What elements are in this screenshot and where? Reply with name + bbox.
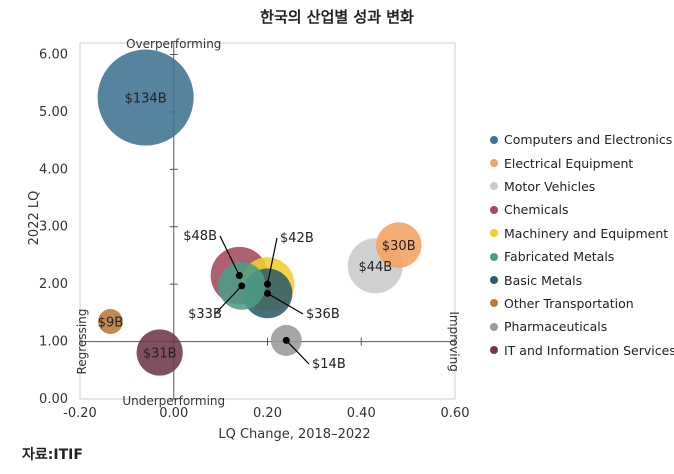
- x-axis-label: LQ Change, 2018–2022: [218, 427, 370, 442]
- bubble-electrical-equipment: [376, 222, 422, 268]
- quadrant-label-left: Regressing: [75, 309, 89, 375]
- legend-label: Computers and Electronics: [504, 132, 673, 148]
- source-note: 자료:ITIF: [22, 447, 83, 463]
- data-label-fabricated-metals: $33B: [188, 307, 222, 322]
- y-tick-label: 2.00: [39, 277, 68, 292]
- x-tick-label: 0.00: [159, 406, 188, 421]
- legend-item: Fabricated Metals: [490, 245, 674, 268]
- x-tick-label: 0.60: [441, 406, 470, 421]
- legend-swatch: [490, 205, 498, 214]
- bubble-computers-and-electronics: [97, 49, 194, 146]
- legend-item: Machinery and Equipment: [490, 222, 674, 245]
- bubble-labels: $134B $30B $44B $48B $42B $33B $36B $9B $14B $31B: [98, 92, 416, 372]
- legend-swatch: [490, 229, 498, 238]
- y-tick-label: 3.00: [39, 220, 68, 235]
- bubble-other-transportation: [98, 309, 123, 334]
- leader-line-machinery-and-equipment: [266, 237, 278, 285]
- legend-swatch: [490, 135, 498, 144]
- y-tick-label: 1.00: [39, 335, 68, 350]
- leader-line-fabricated-metals: [214, 285, 243, 315]
- x-tick-label: 0.20: [253, 406, 282, 421]
- legend-label: Basic Metals: [504, 272, 583, 288]
- y-tick-label: 5.00: [39, 105, 68, 120]
- chart-title: 한국의 산업별 성과 변화: [260, 8, 414, 26]
- legend-item: Computers and Electronics: [490, 128, 674, 151]
- legend-swatch: [490, 299, 498, 308]
- legend-item: Other Transportation: [490, 292, 674, 315]
- data-label-electrical-equipment: $30B: [382, 239, 416, 254]
- legend: Computers and Electronics Electrical Equi…: [490, 128, 674, 362]
- data-label-computers-and-electronics: $134B: [125, 92, 167, 107]
- legend-label: Motor Vehicles: [504, 178, 596, 194]
- legend-label: Machinery and Equipment: [504, 225, 669, 241]
- quadrant-label-right: Improving: [447, 311, 461, 372]
- legend-item: Electrical Equipment: [490, 151, 674, 174]
- legend-item: Chemicals: [490, 198, 674, 221]
- data-label-basic-metals: $36B: [306, 307, 340, 322]
- leader-line-pharmaceuticals: [285, 340, 310, 365]
- data-label-pharmaceuticals: $14B: [312, 357, 346, 372]
- plot-frame: [79, 42, 456, 400]
- quadrant-label-top: Overperforming: [126, 37, 221, 51]
- legend-swatch: [490, 346, 498, 355]
- legend-item: Basic Metals: [490, 268, 674, 291]
- x-tick-label: 0.40: [347, 406, 376, 421]
- legend-label: Fabricated Metals: [504, 249, 615, 265]
- legend-swatch: [490, 322, 498, 331]
- data-label-chemicals: $48B: [183, 229, 217, 244]
- y-tick-label: 6.00: [39, 47, 68, 62]
- legend-swatch: [490, 182, 498, 191]
- data-label-it-and-information-services: $31B: [143, 346, 177, 361]
- legend-swatch: [490, 276, 498, 285]
- legend-item: Motor Vehicles: [490, 175, 674, 198]
- leader-line-basic-metals: [267, 292, 304, 315]
- leader-line-chemicals: [219, 235, 240, 276]
- legend-swatch: [490, 159, 498, 168]
- y-tick-label: 0.00: [39, 392, 68, 407]
- legend-swatch: [490, 252, 498, 261]
- data-label-machinery-and-equipment: $42B: [280, 231, 314, 246]
- legend-label: Other Transportation: [504, 295, 634, 311]
- legend-label: IT and Information Services: [504, 342, 674, 358]
- data-label-other-transportation: $9B: [98, 315, 123, 330]
- bubble-it-and-information-services: [136, 329, 183, 376]
- x-tick-label: -0.20: [63, 406, 97, 421]
- legend-item: IT and Information Services: [490, 339, 674, 362]
- y-tick-label: 4.00: [39, 162, 68, 177]
- y-axis-label: 2022 LQ: [27, 191, 42, 246]
- legend-item: Pharmaceuticals: [490, 315, 674, 338]
- data-label-motor-vehicles: $44B: [358, 260, 392, 275]
- legend-label: Pharmaceuticals: [504, 319, 608, 335]
- legend-label: Electrical Equipment: [504, 155, 634, 171]
- legend-label: Chemicals: [504, 202, 569, 218]
- quadrant-label-bottom: Underperforming: [122, 394, 225, 408]
